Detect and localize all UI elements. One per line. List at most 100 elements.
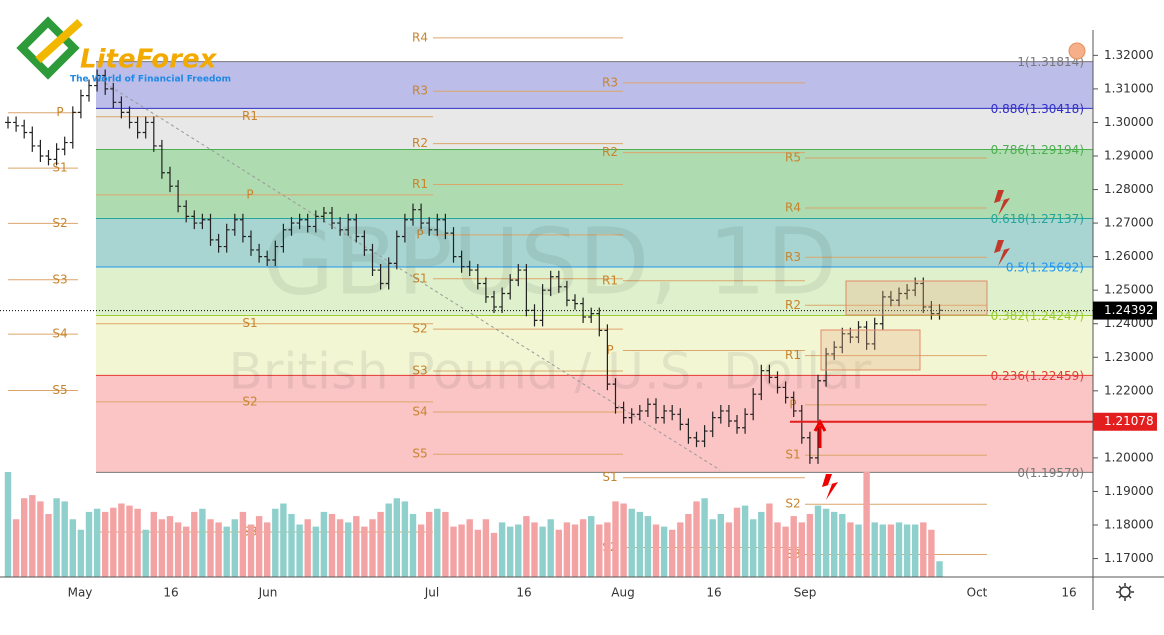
price-bar [199,213,206,230]
volume-bar [814,505,822,577]
fib-label: 0(1.19570) [1017,466,1084,480]
volume-bar [37,501,44,577]
volume-bar [863,472,870,577]
volume-bar [798,522,805,577]
volume-bar [174,522,182,577]
price-bar [612,378,619,414]
pivot-label: S5 [412,447,427,461]
price-bar [855,321,862,344]
price-bar [685,418,692,444]
volume-bar [345,522,352,577]
fib-label: 0.382(1.24247) [991,309,1084,323]
price-bar [620,401,627,424]
x-tick-label: 16 [163,586,178,600]
y-tick-label: 1.28000 [1104,182,1154,196]
lightning-icon [994,240,1010,266]
pivot-label: R1 [242,109,258,123]
volume-bar [507,526,514,577]
price-bar [896,287,902,307]
price-bar [69,106,76,149]
pivot-label: R1 [785,348,801,362]
pivot-label: S3 [412,364,427,378]
pivot-label: S2 [412,322,427,336]
x-tick-label: Oct [967,586,988,600]
volume-bar [758,511,765,577]
volume-bar [717,514,724,577]
volume-bar [312,526,319,577]
volume-bar [328,514,336,577]
volume-bar [320,511,328,577]
fib-band [96,266,1093,316]
price-bar [539,284,546,327]
volume-bar [126,505,133,577]
price-tag-label: 1.21078 [1104,414,1154,428]
price-bar [798,404,805,444]
price-bar [734,415,740,434]
volume-bar [579,519,587,577]
volume-bar [741,505,749,577]
price-bar [499,287,506,313]
price-bar [458,250,465,273]
volume-bar [677,522,684,577]
price-bar [86,79,92,102]
price-bar [126,106,133,129]
price-bar [815,374,821,464]
volume-bar [774,522,781,577]
volume-bar [782,526,789,577]
volume-bar [166,516,174,577]
price-bar [450,227,457,263]
volume-bar [871,522,878,577]
price-bar [320,207,327,223]
volume-bar [361,526,368,577]
plot [0,69,1093,577]
price-bar [345,213,352,236]
price-bar [37,139,44,162]
price-bar [94,69,101,92]
price-bar [426,217,433,236]
volume-bar [660,526,668,577]
volume-bar [887,524,895,577]
price-bar [928,300,935,320]
price-bar [110,82,117,109]
volume-bar [442,511,449,577]
volume-bar [847,522,854,577]
y-tick-label: 1.24000 [1104,316,1154,330]
price-bar [5,116,11,129]
logo-tagline: The World of Financial Freedom [70,75,231,85]
volume-bar [733,507,741,577]
volume-bar [903,524,911,577]
volume-bar [53,498,60,577]
settings-icon[interactable] [1116,583,1134,601]
price-bar [644,398,651,417]
y-tick-label: 1.25000 [1104,283,1154,297]
pivot-label: S5 [52,383,67,397]
pivot-label: P [789,397,796,411]
y-tick-label: 1.20000 [1104,450,1154,464]
price-bar [563,280,570,307]
y-tick-label: 1.29000 [1104,148,1154,162]
price-bar [239,213,246,243]
price-bar [256,243,263,263]
fib-label: 0.618(1.27137) [991,212,1084,226]
fib-label: 0.5(1.25692) [1006,260,1084,274]
price-bar [823,347,830,387]
volume-bar [434,508,441,577]
price-bar [142,116,149,139]
price-bar [758,364,765,401]
volume-bar [669,529,676,577]
volume-bar [231,519,238,577]
volume-bar [239,511,247,577]
volume-bar [498,522,506,577]
price-bar [167,166,173,193]
price-bar [158,139,165,179]
volume-bar [515,524,522,577]
price-bar [264,250,271,266]
volume-bar [895,522,903,577]
price-bar [482,277,489,303]
y-tick-label: 1.23000 [1104,350,1154,364]
price-tag [1093,412,1157,431]
volume-bar [604,522,611,577]
price-bar [175,180,182,213]
volume-bar [563,522,571,577]
price-bar [304,213,311,233]
